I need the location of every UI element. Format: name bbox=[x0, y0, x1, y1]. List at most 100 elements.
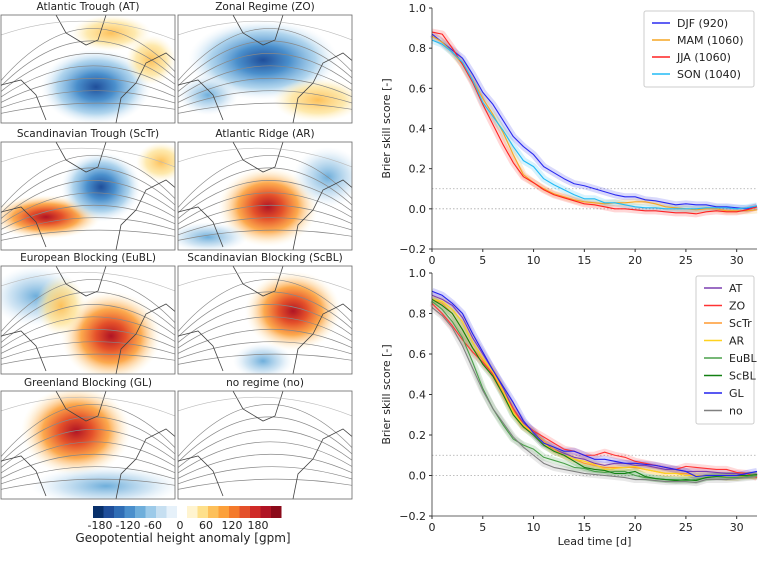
height-contour bbox=[1, 316, 175, 349]
map-title: Scandinavian Blocking (ScBL) bbox=[187, 252, 342, 264]
map-panel-ScBL: Scandinavian Blocking (ScBL) bbox=[177, 252, 353, 375]
coastline-america bbox=[1, 455, 47, 497]
coastline-america bbox=[1, 79, 47, 121]
latitude-line bbox=[178, 271, 352, 292]
x-tick-label: 20 bbox=[628, 521, 642, 534]
map-content bbox=[1, 142, 175, 250]
height-contour bbox=[1, 279, 175, 333]
map-panel-ZO: Zonal Regime (ZO) bbox=[177, 1, 353, 124]
height-contour bbox=[178, 304, 352, 344]
height-contour bbox=[178, 454, 352, 479]
x-tick-label: 25 bbox=[679, 521, 693, 534]
anomaly-blob bbox=[71, 15, 151, 51]
map-title: Zonal Regime (ZO) bbox=[215, 1, 315, 13]
height-contour bbox=[178, 167, 352, 214]
anomaly-blob bbox=[31, 466, 175, 499]
colorbar-swatch bbox=[239, 506, 250, 518]
height-contour bbox=[1, 229, 175, 241]
height-contour bbox=[1, 478, 175, 490]
colorbar-label: Geopotential height anomaly [gpm] bbox=[75, 531, 290, 545]
height-contour bbox=[1, 353, 175, 365]
anomaly-blob bbox=[41, 49, 151, 123]
height-contour bbox=[1, 28, 175, 82]
height-contour bbox=[1, 441, 175, 474]
legend-label: no bbox=[729, 405, 743, 418]
map-panel-GL: Greenland Blocking (GL) bbox=[0, 377, 176, 500]
colorbar-swatch bbox=[187, 506, 198, 518]
series-line-ZO bbox=[431, 302, 758, 479]
x-tick-label: 5 bbox=[479, 254, 486, 267]
x-tick-label: 25 bbox=[679, 254, 693, 267]
series-line-MAM bbox=[431, 35, 758, 212]
y-tick-label: −0.2 bbox=[399, 510, 426, 523]
coastline-greenland bbox=[232, 266, 284, 297]
height-contour bbox=[178, 155, 352, 209]
map-title: Scandinavian Trough (ScTr) bbox=[17, 128, 159, 140]
height-contour bbox=[178, 102, 352, 114]
legend: AT ZO ScTr AR EuBL ScBL GL no bbox=[695, 275, 757, 425]
map-title: Atlantic Ridge (AR) bbox=[215, 128, 314, 140]
anomaly-blob bbox=[245, 271, 341, 351]
x-tick-label: 10 bbox=[527, 521, 541, 534]
latitude-line bbox=[1, 271, 175, 292]
height-contour bbox=[1, 167, 175, 214]
colorbar-tick-label: -180 bbox=[88, 519, 113, 532]
map-content bbox=[178, 142, 352, 250]
map-frame bbox=[177, 390, 353, 500]
height-contour bbox=[1, 53, 175, 93]
legend-label: ZO bbox=[729, 300, 746, 313]
y-tick-label: 0.2 bbox=[409, 429, 427, 442]
chart-seasons: −0.2 0.0 0.2 0.4 0.6 0.8 1.0 0 5 10 15 20 25 30 Brier … bbox=[380, 2, 758, 267]
map-title: Atlantic Trough (AT) bbox=[37, 1, 140, 13]
y-tick-label: 0.8 bbox=[409, 42, 427, 55]
series-line-JJA bbox=[431, 31, 758, 215]
x-axis-label: Lead time [d] bbox=[558, 535, 632, 548]
map-panel-no: no regime (no) bbox=[177, 377, 353, 500]
y-tick-label: 0.2 bbox=[409, 163, 427, 176]
map-frame bbox=[177, 141, 353, 251]
map-panel-ScTr: Scandinavian Trough (ScTr) bbox=[0, 128, 176, 251]
map-panel-AT: Atlantic Trough (AT) bbox=[0, 1, 176, 124]
x-tick-label: 30 bbox=[730, 254, 744, 267]
height-contour bbox=[1, 329, 175, 354]
legend-label: GL bbox=[729, 387, 745, 400]
map-title: Greenland Blocking (GL) bbox=[24, 377, 152, 389]
map-background bbox=[178, 391, 352, 499]
y-tick-label: 0.0 bbox=[409, 470, 427, 483]
coastline-greenland bbox=[55, 391, 107, 422]
colorbar-tick-label: -60 bbox=[144, 519, 162, 532]
height-contour bbox=[178, 217, 352, 236]
x-tick-label: 0 bbox=[429, 521, 436, 534]
map-frame bbox=[0, 141, 176, 251]
coastline-greenland bbox=[232, 391, 284, 422]
legend-label: ScBL bbox=[729, 370, 757, 383]
latitude-line bbox=[178, 147, 352, 168]
anomaly-blob bbox=[293, 147, 352, 207]
map-panel-AR: Atlantic Ridge (AR) bbox=[177, 128, 353, 251]
anomaly-blob bbox=[178, 222, 248, 250]
map-content bbox=[178, 391, 352, 499]
height-contour bbox=[178, 316, 352, 349]
legend: DJF (920) MAM (1060) JJA (1060) SON (1040) bbox=[643, 10, 755, 88]
coastline-europe bbox=[115, 303, 175, 374]
colorbar-swatch bbox=[260, 506, 271, 518]
map-content bbox=[1, 15, 175, 123]
y-tick-label: 1.0 bbox=[409, 2, 427, 15]
colorbar-swatch bbox=[166, 506, 177, 518]
height-contour bbox=[178, 192, 352, 225]
coastline-europe bbox=[292, 303, 352, 374]
height-contour bbox=[178, 65, 352, 98]
coastline-america bbox=[1, 206, 47, 248]
anomaly-blob bbox=[178, 75, 238, 115]
height-contour bbox=[178, 53, 352, 93]
map-panel-EuBL: European Blocking (EuBL) bbox=[0, 252, 176, 375]
legend-label: JJA (1060) bbox=[676, 51, 731, 64]
anomaly-blob bbox=[233, 343, 293, 374]
x-tick-label: 20 bbox=[628, 254, 642, 267]
coastline-europe bbox=[292, 179, 352, 250]
coastline-greenland bbox=[55, 142, 107, 173]
colorbar-swatch bbox=[250, 506, 261, 518]
height-contour bbox=[1, 217, 175, 236]
coastline-america bbox=[178, 79, 224, 121]
